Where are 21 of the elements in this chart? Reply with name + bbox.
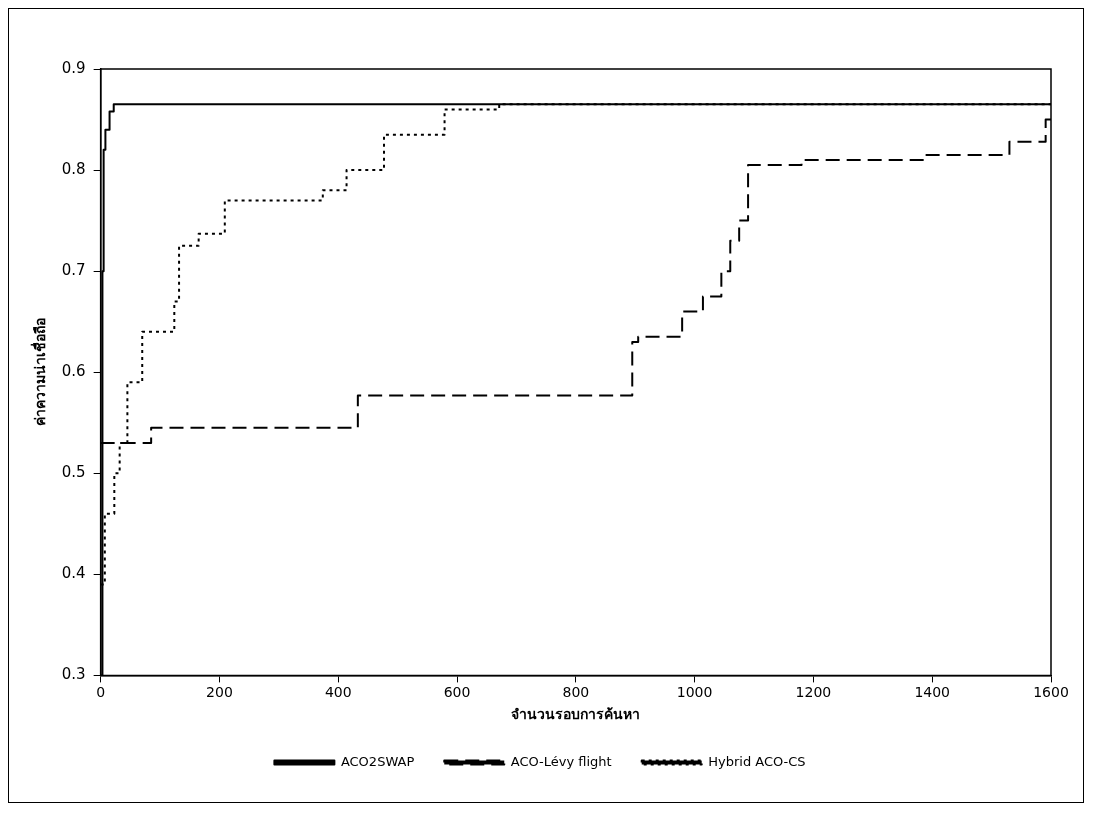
x-tick-label: 0 <box>96 684 106 701</box>
x-tick-label: 1400 <box>914 684 951 701</box>
x-tick-label: 1000 <box>676 684 713 701</box>
y-tick-label: 0.8 <box>61 159 86 178</box>
y-tick-label: 0.7 <box>61 261 86 280</box>
legend-label: ACO-Lévy flight <box>510 753 612 769</box>
y-tick-label: 0.4 <box>61 564 86 583</box>
x-tick-label: 400 <box>324 684 352 701</box>
x-tick-label: 200 <box>206 684 233 701</box>
y-tick-label: 0.6 <box>61 362 86 381</box>
x-tick-label: 800 <box>562 684 590 701</box>
y-tick-label: 0.3 <box>61 665 86 684</box>
x-tick-label: 1200 <box>795 684 832 701</box>
y-axis-title: ค่าความน่าเชื่อถือ <box>30 318 49 427</box>
legend-label: ACO2SWAP <box>340 753 415 769</box>
y-tick-label: 0.9 <box>61 58 86 77</box>
legend-label: Hybrid ACO-CS <box>708 753 806 769</box>
x-axis-title: จำนวนรอบการค้นหา <box>511 706 641 723</box>
x-tick-label: 1600 <box>1033 684 1069 701</box>
y-tick-label: 0.5 <box>61 463 86 482</box>
x-tick-label: 600 <box>443 684 471 701</box>
